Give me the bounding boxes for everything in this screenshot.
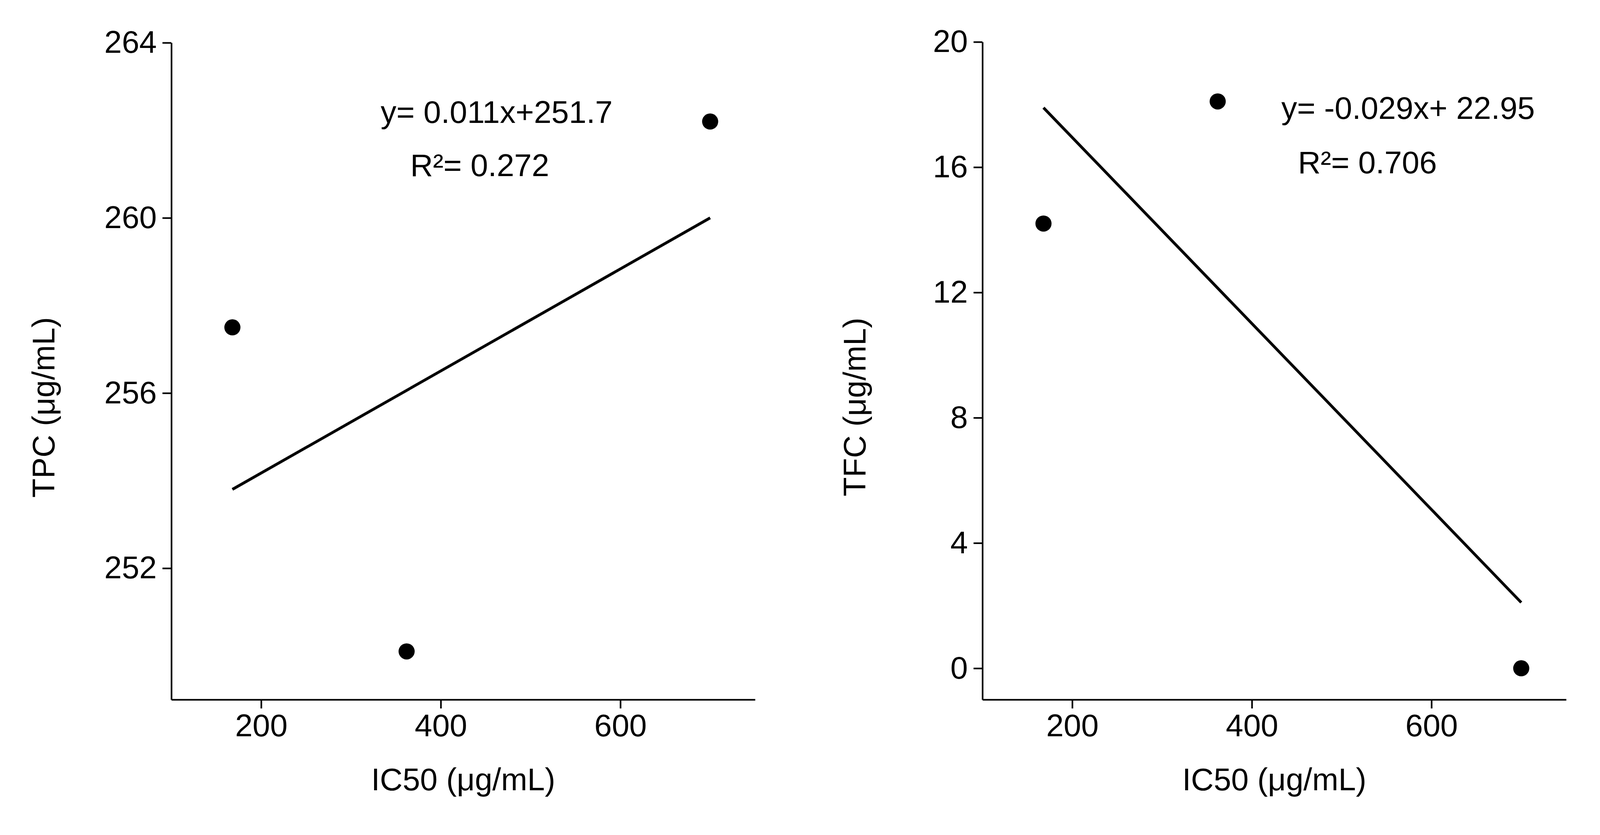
x-tick: 400 [414, 699, 468, 744]
x-tick-label: 600 [1405, 707, 1458, 744]
y-tick-mark [162, 217, 172, 219]
fit-line [1043, 107, 1521, 603]
x-axis-title: IC50 (μg/mL) [1182, 761, 1367, 798]
figure: 200400600252256260264IC50 (μg/mL)TPC (μg… [0, 0, 1600, 835]
y-tick-mark [973, 417, 983, 419]
x-tick-label: 200 [1046, 707, 1099, 744]
y-axis-line [170, 43, 173, 701]
x-axis: 200 400 600 [171, 699, 756, 744]
y-tick: 260 [104, 199, 172, 236]
data-point [224, 319, 241, 336]
y-tick: 256 [104, 374, 172, 411]
x-axis-line [982, 699, 1567, 702]
y-tick-label: 252 [104, 549, 157, 586]
y-tick-mark [162, 392, 172, 395]
y-axis-title: TPC (μg/mL) [25, 317, 62, 498]
annotation: y= -0.029x+ 22.95 [1281, 90, 1536, 126]
y-tick: 16 [932, 148, 983, 185]
x-tick: 600 [1405, 699, 1458, 744]
x-tick-mark [260, 699, 263, 709]
x-tick: 200 [1046, 699, 1099, 744]
x-tick-mark [1430, 699, 1433, 709]
x-tick-label: 400 [414, 707, 468, 744]
data-point [1209, 93, 1226, 110]
y-tick-mark [162, 42, 172, 44]
x-tick: 600 [594, 699, 647, 744]
annotation: y= 0.011x+251.7 [380, 94, 613, 130]
y-axis-title: TFC (μg/mL) [836, 317, 873, 497]
y-tick-mark [973, 291, 983, 294]
y-tick: 20 [932, 23, 983, 59]
x-tick-label: 200 [235, 707, 288, 744]
y-tick-label: 4 [950, 524, 968, 561]
x-tick: 400 [1225, 699, 1279, 744]
y-tick-label: 0 [950, 650, 968, 686]
x-tick-mark [440, 699, 442, 709]
y-tick-mark [973, 542, 983, 545]
y-tick-mark [973, 166, 983, 169]
annotation: R²= 0.706 [1298, 144, 1438, 181]
x-tick-label: 600 [594, 707, 647, 744]
fit-line [232, 218, 710, 490]
plot-area [224, 113, 718, 660]
y-tick-label: 256 [104, 374, 157, 411]
y-tick-label: 12 [932, 274, 968, 310]
x-tick-label: 400 [1225, 707, 1279, 744]
annotation: R²= 0.272 [410, 147, 550, 184]
y-tick: 252 [104, 549, 172, 586]
chart: 200 400 600 252 256 260 264 IC50 (μg/mL) TPC (μg… [25, 24, 756, 798]
plot-area [1035, 93, 1530, 677]
y-tick: 4 [950, 524, 983, 561]
x-tick-mark [1251, 699, 1253, 709]
chart: 200 400 600 0 4 8 12 16 20 IC50 (μg/mL) TFC (μg/mL… [836, 23, 1567, 798]
data-point [398, 643, 415, 660]
y-tick-label: 8 [950, 399, 968, 435]
y-tick: 0 [950, 650, 983, 686]
y-axis-line [982, 42, 984, 701]
y-tick-mark [973, 41, 983, 44]
y-tick: 8 [950, 399, 983, 435]
y-tick: 12 [932, 274, 983, 310]
y-axis: 252 256 260 264 [104, 24, 172, 700]
y-tick-label: 264 [104, 24, 157, 60]
data-point [1513, 660, 1530, 677]
x-axis-title: IC50 (μg/mL) [371, 761, 556, 798]
y-tick-mark [973, 667, 983, 670]
x-axis: 200 400 600 [982, 699, 1567, 744]
y-tick-mark [162, 568, 172, 570]
x-tick-mark [619, 699, 622, 709]
data-point [1035, 215, 1052, 232]
y-tick: 264 [104, 24, 172, 60]
y-tick-label: 16 [932, 148, 968, 185]
y-tick-label: 260 [104, 199, 157, 236]
data-point [702, 113, 719, 130]
x-axis-line [171, 699, 756, 702]
x-tick-mark [1071, 699, 1074, 709]
x-tick: 200 [235, 699, 288, 744]
y-axis: 0 4 8 12 16 20 [932, 23, 983, 700]
y-tick-label: 20 [932, 23, 968, 59]
